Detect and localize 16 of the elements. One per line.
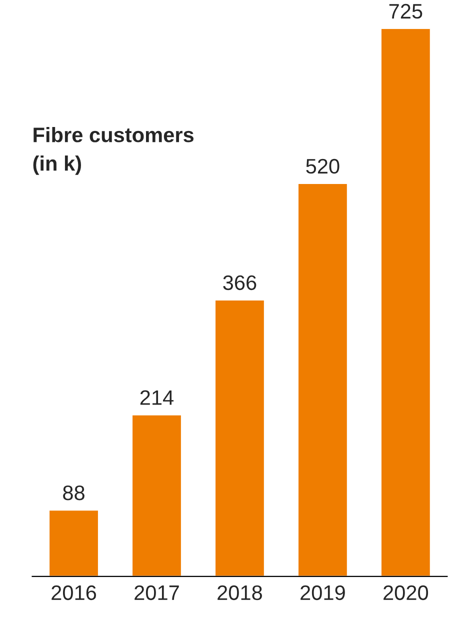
bar xyxy=(380,28,432,576)
x-tick-label: 2017 xyxy=(134,585,179,600)
data-label: 520 xyxy=(306,158,340,174)
bar xyxy=(214,299,266,576)
bar xyxy=(131,414,182,576)
bar xyxy=(48,509,100,576)
x-tick-label: 2019 xyxy=(300,585,345,600)
x-tick-label: 2020 xyxy=(384,585,428,600)
data-label: 88 xyxy=(63,485,84,500)
data-label: 214 xyxy=(140,390,174,405)
bar xyxy=(297,182,348,576)
x-tick-label: 2018 xyxy=(218,585,262,600)
data-label: 725 xyxy=(389,4,422,19)
data-label: 366 xyxy=(223,275,256,290)
x-tick-label: 2016 xyxy=(52,585,96,600)
text: Fibre customers (in k) xyxy=(33,127,194,175)
